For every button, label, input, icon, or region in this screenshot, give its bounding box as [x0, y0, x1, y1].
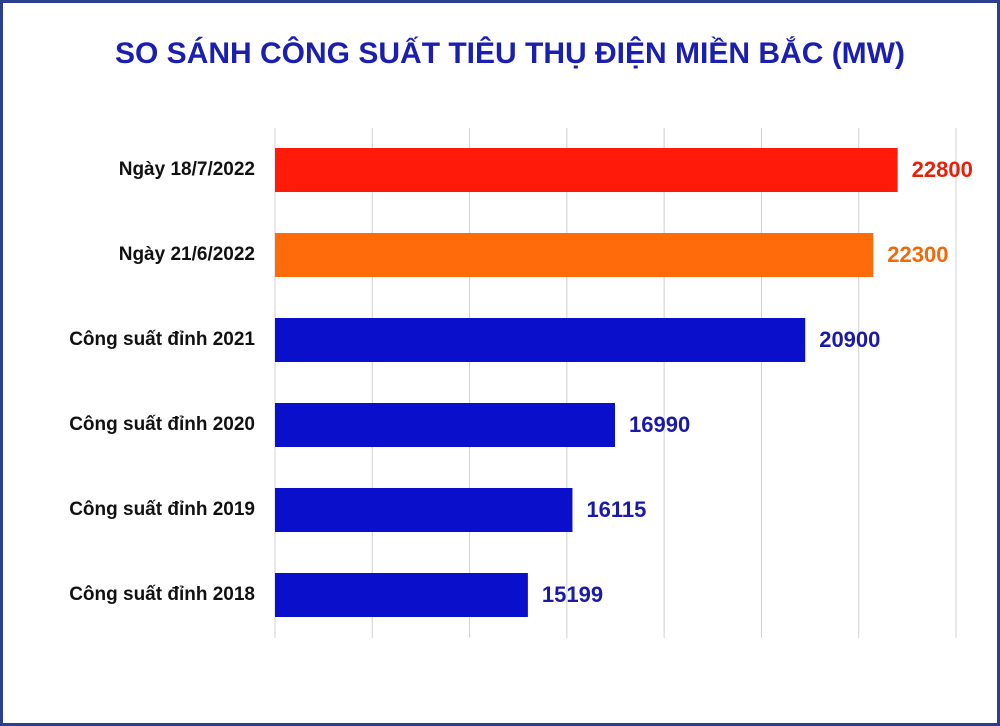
y-tick-label: Công suất đỉnh 2019: [69, 499, 255, 520]
y-tick-label: Công suất đỉnh 2018: [69, 584, 255, 605]
value-label: 15199: [542, 582, 603, 607]
chart-title: SO SÁNH CÔNG SUẤT TIÊU THỤ ĐIỆN MIỀN BẮC…: [115, 36, 905, 70]
bar: [275, 573, 528, 617]
bar: [275, 233, 874, 277]
value-label: 16115: [586, 497, 646, 522]
bar: [275, 148, 898, 192]
value-label: 22300: [887, 242, 948, 267]
y-tick-label: Công suất đỉnh 2021: [69, 329, 255, 350]
value-label: 20900: [819, 327, 880, 352]
y-tick-label: Công suất đỉnh 2020: [69, 414, 255, 435]
y-tick-label: Ngày 21/6/2022: [119, 244, 255, 265]
value-label: 16990: [629, 412, 690, 437]
bar: [275, 403, 616, 447]
y-tick-label: Ngày 18/7/2022: [119, 159, 255, 180]
value-label: 22800: [912, 157, 973, 182]
bar: [275, 318, 806, 362]
bar: [275, 488, 573, 532]
